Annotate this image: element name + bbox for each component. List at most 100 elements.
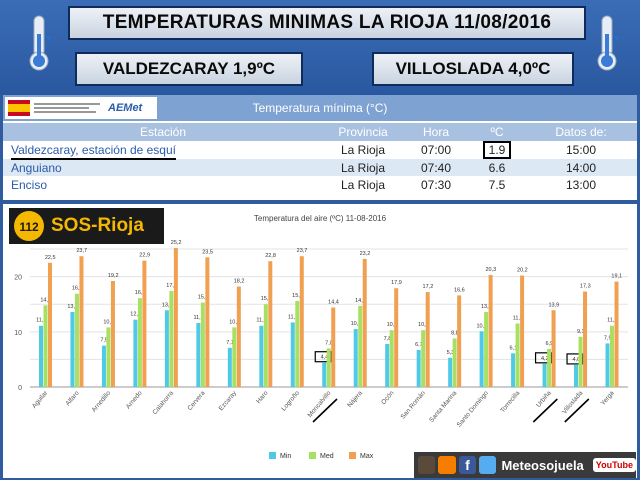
station-name[interactable]: Valdezcaray, estación de esquí: [11, 143, 176, 160]
data-label: 17,3: [580, 284, 591, 290]
highlight-underline: [312, 398, 338, 423]
bar-min: [385, 343, 390, 387]
bar-med: [295, 300, 300, 387]
data-label: 22,5: [45, 255, 56, 261]
data-label: 11,6: [193, 315, 203, 321]
data-label: 19,2: [108, 273, 119, 279]
bar-med: [74, 293, 79, 387]
data-label: 17,2: [423, 284, 434, 290]
data-label: 9,1: [577, 329, 585, 335]
legend-swatch: [309, 452, 316, 459]
bar-max: [79, 256, 84, 387]
column-header-data-time[interactable]: Datos de:: [525, 123, 637, 141]
social-name: Meteosojuela: [501, 457, 584, 473]
temp-value: 1.9: [482, 141, 512, 159]
bar-med: [421, 330, 426, 387]
data-label: 7,1: [226, 340, 234, 346]
data-label: 6,1: [510, 345, 518, 351]
x-tick-label: Aguilar: [31, 389, 50, 410]
blogger-icon[interactable]: [438, 456, 456, 474]
x-tick-label: Yerga: [600, 389, 616, 407]
data-label: 4,4: [321, 355, 329, 361]
highlight-underline: [564, 398, 590, 423]
data-label: 12,2: [130, 312, 141, 318]
bar-med: [358, 305, 363, 387]
data-label: 13,9: [162, 302, 173, 308]
data-label: 4,0: [572, 357, 580, 363]
bar-max: [614, 281, 619, 387]
bar-min: [479, 331, 484, 387]
data-time-cell: 14:00: [525, 159, 637, 176]
bar-med: [43, 305, 48, 387]
youtube-icon[interactable]: YouTube: [592, 458, 636, 472]
bar-max: [457, 295, 462, 387]
data-label: 5,3: [447, 350, 455, 356]
right-value-box: VILLOSLADA 4,0ºC: [372, 52, 574, 86]
sos-badge-icon: 112: [14, 211, 44, 241]
data-label: 7,5: [100, 338, 108, 344]
bar-med: [232, 327, 237, 387]
data-label: 16,9: [72, 286, 83, 292]
data-label: 14,8: [40, 297, 51, 303]
bar-min: [38, 325, 43, 387]
legend-label: Med: [320, 453, 334, 460]
data-label: 7,0: [325, 340, 333, 346]
data-time-cell: 13:00: [525, 176, 637, 193]
table-header-row: Estación Provincia Hora ºC Datos de:: [3, 123, 637, 141]
station-link[interactable]: Valdezcaray, estación de esquí: [3, 141, 323, 160]
bar-min: [353, 329, 358, 387]
twitter-icon[interactable]: [479, 456, 497, 474]
column-header-station[interactable]: Estación: [3, 123, 323, 141]
data-label: 11,1: [256, 318, 266, 324]
data-label: 10,5: [351, 321, 362, 327]
bar-med: [169, 290, 174, 387]
data-label: 15,0: [261, 296, 272, 302]
left-value-box: VALDEZCARAY 1,9ºC: [75, 52, 303, 86]
bar-min: [227, 347, 232, 387]
data-label: 22,8: [265, 253, 276, 259]
column-header-time[interactable]: Hora: [403, 123, 469, 141]
instagram-icon[interactable]: [418, 456, 436, 474]
bar-min: [416, 350, 421, 387]
x-tick-label: Calahorra: [151, 389, 175, 416]
data-label: 25,2: [171, 240, 182, 246]
time-cell: 07:40: [403, 159, 469, 176]
legend-swatch: [349, 452, 356, 459]
data-label: 13,6: [67, 304, 78, 310]
bar-min: [133, 319, 138, 387]
data-label: 11,7: [288, 314, 298, 320]
data-label: 23,2: [360, 251, 371, 257]
bar-max: [47, 262, 52, 387]
bar-max: [268, 261, 273, 387]
data-label: 23,7: [297, 248, 308, 254]
column-header-province[interactable]: Provincia: [323, 123, 403, 141]
bar-med: [484, 311, 489, 387]
bar-min: [196, 322, 201, 387]
bar-med: [263, 304, 268, 387]
bar-chart: Temperatura del aire (ºC) 11-08-2016 0 10 2…: [14, 214, 628, 460]
bar-med: [326, 348, 331, 387]
data-label: 14,7: [355, 298, 366, 304]
thermometer-icon: [597, 15, 620, 71]
station-link[interactable]: Enciso: [3, 176, 323, 193]
data-label: 4,2: [541, 356, 549, 362]
legend-label: Min: [280, 453, 291, 460]
bar-min: [70, 311, 75, 387]
bar-min: [511, 353, 516, 387]
station-table-panel: Temperatura mínima (°C) AEMet Estación P…: [3, 95, 637, 200]
temp-cell: 6.6: [469, 159, 525, 176]
data-time-cell: 15:00: [525, 141, 637, 159]
data-label: 17,9: [391, 280, 402, 286]
data-label: 10,3: [418, 322, 429, 328]
facebook-icon[interactable]: f: [458, 456, 477, 474]
station-link[interactable]: Anguiano: [3, 159, 323, 176]
temperature-chart-panel: 112 SOS-Rioja Temperatura del aire (ºC) …: [3, 204, 637, 478]
bar-med: [200, 302, 205, 387]
y-tick-label: 0: [18, 385, 22, 392]
x-tick-label: Nájera: [346, 389, 364, 408]
data-label: 23,7: [76, 248, 87, 254]
legend-swatch: [269, 452, 276, 459]
column-header-temp[interactable]: ºC: [469, 123, 525, 141]
bar-med: [610, 325, 615, 387]
bar-min: [448, 357, 453, 387]
